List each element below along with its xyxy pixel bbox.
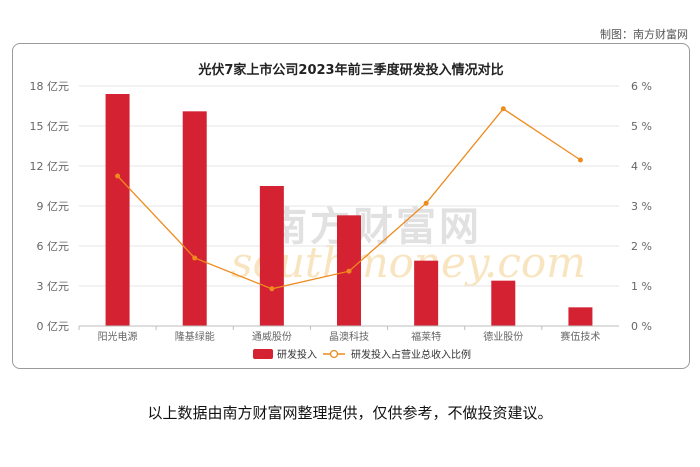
bar [105,94,130,326]
chart-svg: 光伏7家上市公司2023年前三季度研发投入情况对比 0 亿元 3 亿元 6 亿元 9 … [30,62,652,361]
y-right-tick-label: 3 % [631,200,652,213]
line-point [192,255,198,261]
y-left-tick-label: 12 亿元 [30,160,70,173]
line-point [269,286,275,292]
x-tick-label: 赛伍技术 [560,330,600,343]
y-right-tick-label: 5 % [631,120,652,133]
y-right-tick-label: 0 % [631,320,652,333]
y-left-tick-label: 9 亿元 [37,200,70,213]
legend-label-bar: 研发投入 [277,348,317,361]
bar [568,307,593,326]
chart-title: 光伏7家上市公司2023年前三季度研发投入情况对比 [197,62,503,78]
line-point [346,268,352,274]
x-tick-label: 阳光电源 [98,330,138,343]
y-right-tick-label: 4 % [631,160,652,173]
bar [491,280,516,326]
y-left-tick-label: 3 亿元 [37,280,70,293]
bar [259,186,284,326]
disclaimer-text: 以上数据由南方财富网整理提供，仅供参考，不做投资建议。 [147,404,553,422]
legend-label-line: 研发投入占营业总收入比例 [351,348,471,361]
y-left-tick-label: 15 亿元 [30,120,70,133]
x-tick-label: 晶澳科技 [329,330,369,343]
line-point [423,200,429,206]
y-left-tick-label: 6 亿元 [37,240,70,253]
line-point [500,106,506,112]
y-left-tick-label: 0 亿元 [37,320,70,333]
bar [182,111,207,326]
chart-panel: 南方财富网 southmoney.com 光伏7家上市公司2023年前三季度研发… [12,43,690,369]
y-left-tick-label: 18 亿元 [30,80,70,93]
x-tick-label: 德业股份 [483,330,523,343]
line-point [577,157,583,163]
y-right-tick-label: 6 % [631,80,652,93]
bar [414,260,439,326]
y-right-tick-label: 2 % [631,240,652,253]
credit-label: 制图：南方财富网 [600,28,688,41]
legend-marker-line [329,349,339,359]
legend-swatch-bar [253,349,273,359]
x-tick-label: 福莱特 [411,330,441,343]
line-point [115,173,121,179]
y-right-tick-label: 1 % [631,280,652,293]
x-tick-label: 隆基绿能 [175,330,215,343]
x-tick-label: 通威股份 [252,330,292,343]
